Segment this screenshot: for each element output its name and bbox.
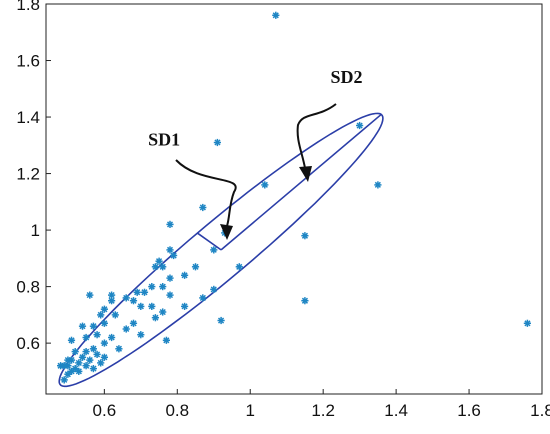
data-point [108,333,116,342]
data-point [78,322,87,330]
data-point [151,314,159,322]
data-point [137,331,145,339]
data-point [129,297,138,305]
data-point [356,121,364,130]
x-tick-label: 0.6 [93,401,117,420]
data-point [199,294,207,302]
data-point [155,257,163,265]
y-tick-label: 1.8 [16,0,40,14]
data-point [97,311,105,319]
data-point [89,345,97,353]
data-point [162,336,170,344]
data-point [148,302,156,310]
data-point [137,302,145,310]
data-point [140,288,149,296]
data-point [111,311,119,319]
sd2-arrow-head [299,166,312,182]
x-tick-label: 1.2 [311,401,335,420]
data-point [60,376,68,384]
data-point [166,220,174,228]
sd1-arrow-shaft [175,159,237,227]
data-point [93,350,101,358]
data-point [100,319,108,327]
data-point [166,246,174,254]
sd1-label: SD1 [148,129,180,149]
data-point [86,291,94,299]
data-point [301,297,309,305]
x-tick-label: 1.4 [384,401,408,420]
annotation-arrows [175,103,337,240]
data-point [89,322,97,330]
y-tick-label: 0.6 [16,334,40,353]
data-point [210,285,218,293]
data-points [57,11,531,384]
data-point [89,365,97,373]
data-point [86,356,94,364]
y-axis-ticks: 0.6 0.8 1 1.2 1.4 1.6 1.8 [16,0,51,353]
data-point [100,353,108,361]
data-point [217,316,225,325]
data-point [199,203,207,212]
data-point [159,308,167,316]
sd1-arrow-head [220,224,233,240]
data-point [71,348,79,356]
sd2-arrow-shaft [296,103,337,169]
ellipse-outline [58,112,384,388]
data-point [75,367,83,375]
y-tick-label: 0.8 [16,278,40,297]
x-tick-label: 0.8 [165,401,189,420]
y-tick-label: 1.4 [16,108,40,127]
data-point [523,319,531,327]
data-point [129,319,138,327]
data-point [235,263,243,271]
data-point [272,11,280,19]
data-point [181,271,189,279]
data-point [67,336,76,344]
data-point [122,325,130,333]
x-tick-label: 1.8 [530,401,550,420]
data-point [261,181,269,189]
data-point [122,294,130,302]
data-point [64,356,72,364]
data-point [213,138,221,147]
data-point [301,232,309,240]
y-tick-label: 1.6 [16,52,40,71]
data-point [148,283,156,291]
data-point [159,283,167,291]
data-point [97,359,105,367]
data-point [82,362,90,370]
data-point [108,297,116,305]
data-point [57,362,65,370]
data-point [82,348,90,356]
y-tick-label: 1 [31,221,40,240]
data-point [374,181,382,189]
data-point [100,305,108,313]
data-point [93,331,101,339]
data-point [166,274,174,282]
sd1-axis-line [196,232,222,251]
poincare-ellipse [58,112,384,388]
x-tick-label: 1 [246,401,255,420]
data-point [75,359,83,367]
data-point [133,288,141,296]
x-axis-ticks: 0.6 0.8 1 1.2 1.4 1.6 1.8 [93,389,550,420]
x-tick-label: 1.6 [457,401,481,420]
data-point [151,263,159,271]
data-point [82,333,90,342]
sd2-label: SD2 [330,67,362,87]
data-point [191,263,200,271]
sd2-axis-line [220,113,382,251]
data-point [115,345,123,353]
data-point [170,251,178,260]
data-point [78,353,87,361]
plot-area-frame [45,3,543,395]
data-point [100,339,108,347]
data-point [166,291,174,299]
data-point [210,246,218,254]
y-tick-label: 1.2 [16,165,40,184]
data-point [159,263,167,271]
data-point [181,302,189,310]
